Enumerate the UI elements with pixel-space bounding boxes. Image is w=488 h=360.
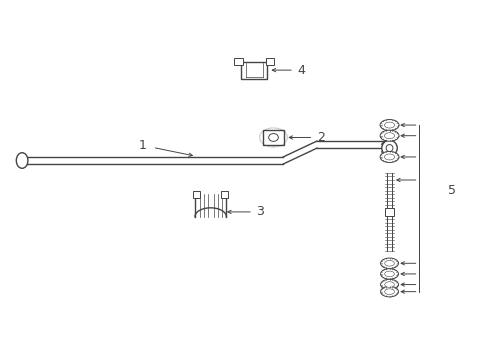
Ellipse shape	[379, 152, 398, 162]
Text: 2: 2	[316, 131, 324, 144]
Bar	[234, 58, 243, 65]
Ellipse shape	[380, 269, 398, 279]
Ellipse shape	[384, 261, 393, 266]
Ellipse shape	[384, 289, 393, 294]
Text: 3: 3	[256, 206, 264, 219]
Text: 4: 4	[297, 64, 305, 77]
Bar	[193, 191, 200, 198]
Ellipse shape	[384, 271, 393, 277]
Text: 1: 1	[139, 139, 146, 152]
Ellipse shape	[380, 287, 398, 297]
Ellipse shape	[384, 133, 394, 139]
Ellipse shape	[379, 130, 398, 141]
Bar	[265, 58, 274, 65]
Ellipse shape	[381, 140, 396, 156]
Ellipse shape	[380, 258, 398, 269]
Ellipse shape	[16, 153, 28, 168]
Bar	[221, 191, 228, 198]
Text: 5: 5	[447, 184, 455, 197]
Ellipse shape	[384, 122, 394, 128]
Bar	[262, 130, 284, 145]
Ellipse shape	[268, 134, 278, 141]
Ellipse shape	[380, 279, 398, 290]
Ellipse shape	[384, 282, 393, 287]
Ellipse shape	[386, 145, 392, 152]
Bar	[384, 208, 393, 216]
Bar	[241, 62, 267, 78]
Ellipse shape	[379, 120, 398, 131]
Ellipse shape	[384, 154, 394, 160]
